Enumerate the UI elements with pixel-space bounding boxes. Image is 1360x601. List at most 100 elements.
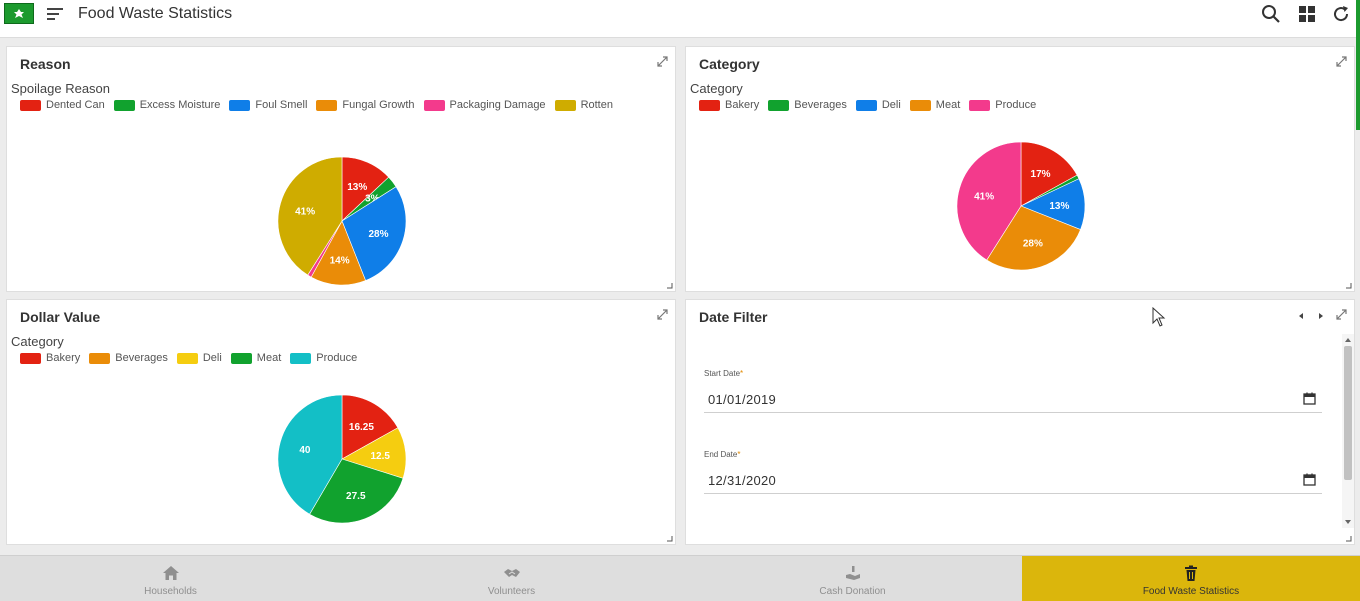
legend-item-beverages[interactable]: Beverages bbox=[768, 99, 847, 111]
refresh-icon[interactable] bbox=[1331, 4, 1351, 24]
legend-item-meat[interactable]: Meat bbox=[230, 352, 282, 364]
legend-swatch bbox=[229, 99, 251, 111]
legend-item-bakery[interactable]: Bakery bbox=[699, 99, 759, 111]
pie-slice-rotten[interactable] bbox=[277, 156, 343, 276]
pie-label-dented-can: 13% bbox=[347, 182, 367, 193]
legend-item-deli[interactable]: Deli bbox=[855, 99, 901, 111]
legend-item-deli[interactable]: Deli bbox=[176, 352, 222, 364]
expand-icon[interactable] bbox=[1335, 55, 1348, 68]
chart-title: Category bbox=[11, 334, 64, 349]
resize-handle-icon[interactable] bbox=[667, 283, 673, 289]
legend-item-packaging-damage[interactable]: Packaging Damage bbox=[423, 99, 546, 111]
spoilage-reason-pie: 13%3% 28% 14% 41% bbox=[277, 156, 407, 286]
legend-label: Bakery bbox=[46, 352, 81, 364]
pie-slice-foul-smell[interactable] bbox=[341, 186, 407, 281]
pie-slice-bakery[interactable] bbox=[1020, 141, 1078, 207]
legend-label: Excess Moisture bbox=[139, 99, 221, 111]
previous-arrow-icon[interactable] bbox=[1296, 310, 1306, 322]
menu-icon[interactable] bbox=[46, 6, 64, 22]
nav-item-cash-donation[interactable]: Cash Donation bbox=[682, 556, 1023, 601]
legend-swatch bbox=[113, 99, 135, 111]
legend-label: Foul Smell bbox=[255, 99, 308, 111]
pie-label-meat: 27.5 bbox=[346, 491, 366, 502]
mouse-cursor-icon bbox=[1152, 307, 1166, 327]
resize-handle-icon[interactable] bbox=[1346, 536, 1352, 542]
pie-label-fungal-growth: 14% bbox=[330, 255, 350, 266]
start-date-label-text: Start Date bbox=[704, 369, 741, 378]
pie-label-produce: 40 bbox=[299, 445, 311, 456]
scrollbar-thumb[interactable] bbox=[1344, 346, 1352, 480]
scrollbar[interactable] bbox=[1342, 334, 1354, 528]
end-date-input[interactable]: 12/31/2020 bbox=[704, 466, 1322, 494]
dashboard-grid-icon[interactable] bbox=[1297, 4, 1317, 24]
pie-label-bakery: 16.25 bbox=[349, 422, 374, 433]
pie-label-deli: 12.5 bbox=[370, 451, 390, 462]
start-date-value: 01/01/2019 bbox=[708, 392, 777, 407]
legend-item-excess-moisture[interactable]: Excess Moisture bbox=[113, 99, 221, 111]
expand-icon[interactable] bbox=[656, 308, 669, 321]
nav-item-volunteers[interactable]: Volunteers bbox=[341, 556, 682, 601]
pie-label-bakery: 17% bbox=[1031, 169, 1051, 180]
end-date-value: 12/31/2020 bbox=[708, 473, 777, 488]
top-bar: Food Waste Statistics bbox=[0, 0, 1360, 38]
start-date-input[interactable]: 01/01/2019 bbox=[704, 385, 1322, 413]
legend-swatch bbox=[909, 99, 931, 111]
legend: Dented Can Excess Moisture Foul Smell Funga… bbox=[20, 99, 622, 111]
legend-label: Meat bbox=[256, 352, 282, 364]
legend-item-dented-can[interactable]: Dented Can bbox=[20, 99, 105, 111]
logo-emblem-icon bbox=[14, 8, 24, 18]
pie-slice-bakery[interactable] bbox=[341, 394, 399, 460]
nav-item-households[interactable]: Households bbox=[0, 556, 341, 601]
legend-swatch bbox=[855, 99, 877, 111]
legend-item-meat[interactable]: Meat bbox=[909, 99, 960, 111]
legend-swatch bbox=[316, 99, 338, 111]
legend-item-rotten[interactable]: Rotten bbox=[554, 99, 613, 111]
legend-item-bakery[interactable]: Bakery bbox=[20, 352, 80, 364]
legend-item-foul-smell[interactable]: Foul Smell bbox=[229, 99, 307, 111]
nav-item-food-waste-statistics[interactable]: Food Waste Statistics bbox=[1022, 556, 1360, 601]
donation-icon bbox=[845, 566, 860, 580]
legend-item-produce[interactable]: Produce bbox=[969, 99, 1036, 111]
search-icon[interactable] bbox=[1261, 4, 1281, 24]
pie-slice-fungal-growth[interactable] bbox=[310, 220, 366, 286]
legend-item-beverages[interactable]: Beverages bbox=[89, 352, 168, 364]
scroll-up-arrow-icon[interactable] bbox=[1344, 337, 1352, 343]
nav-label: Volunteers bbox=[487, 586, 536, 597]
pie-slice-produce[interactable] bbox=[277, 394, 343, 515]
legend-item-produce[interactable]: Produce bbox=[290, 352, 357, 364]
legend-item-fungal-growth[interactable]: Fungal Growth bbox=[316, 99, 415, 111]
reason-panel: Reason Spoilage Reason Dented Can Excess … bbox=[6, 46, 676, 292]
legend-label: Fungal Growth bbox=[342, 99, 415, 111]
pie-slice-meat[interactable] bbox=[986, 205, 1081, 271]
legend-label: Produce bbox=[316, 352, 358, 364]
legend-label: Dented Can bbox=[46, 99, 105, 111]
app-logo[interactable] bbox=[4, 3, 34, 24]
pie-label-produce: 41% bbox=[974, 191, 994, 202]
expand-icon[interactable] bbox=[1335, 308, 1348, 321]
legend-swatch bbox=[230, 352, 252, 364]
expand-icon[interactable] bbox=[656, 55, 669, 68]
legend-label: Packaging Damage bbox=[449, 99, 546, 111]
required-mark: * bbox=[740, 369, 744, 378]
calendar-icon[interactable] bbox=[1303, 473, 1316, 486]
panel-title: Reason bbox=[20, 56, 71, 72]
required-mark: * bbox=[737, 450, 741, 459]
legend-swatch bbox=[20, 352, 41, 364]
legend-label: Bakery bbox=[725, 99, 760, 111]
legend-swatch bbox=[176, 352, 198, 364]
dollar-value-panel: Dollar Value Category Bakery Beverages Del… bbox=[6, 299, 676, 545]
category-pie: 17% 13% 28% 41% bbox=[956, 141, 1086, 271]
legend-swatch bbox=[89, 352, 111, 364]
pie-slice-meat[interactable] bbox=[309, 458, 404, 524]
calendar-icon[interactable] bbox=[1303, 392, 1316, 405]
pie-label-foul-smell: 28% bbox=[369, 229, 389, 240]
scroll-down-arrow-icon[interactable] bbox=[1344, 519, 1352, 525]
legend-swatch bbox=[554, 99, 576, 111]
next-arrow-icon[interactable] bbox=[1316, 310, 1326, 322]
resize-handle-icon[interactable] bbox=[1346, 283, 1352, 289]
bottom-nav: Households Volunteers Cash Donation Food… bbox=[0, 555, 1360, 601]
home-icon bbox=[162, 566, 179, 580]
resize-handle-icon[interactable] bbox=[667, 536, 673, 542]
pie-slice-produce[interactable] bbox=[956, 141, 1022, 261]
legend-swatch bbox=[290, 352, 312, 364]
